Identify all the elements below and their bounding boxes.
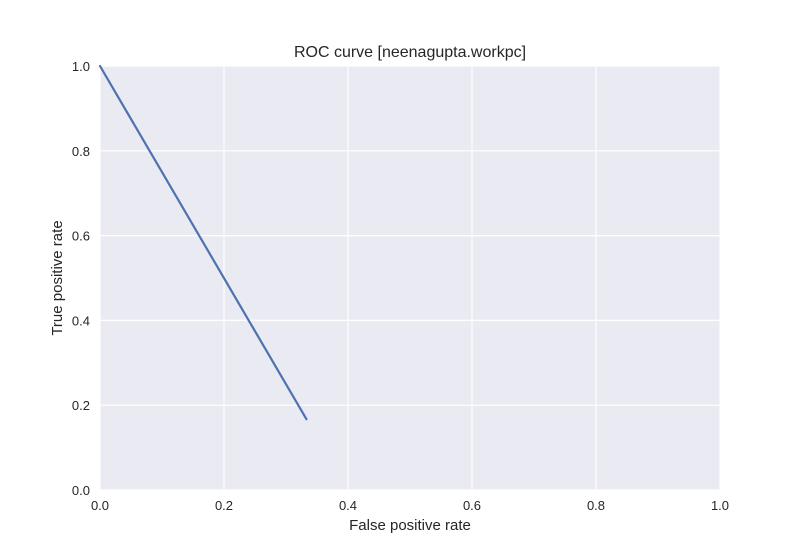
x-tick-label: 0.6 (463, 498, 481, 513)
x-tick-labels: 0.0 0.2 0.4 0.6 0.8 1.0 (91, 498, 729, 513)
roc-curve-line (98, 64, 308, 421)
y-tick-label: 0.0 (72, 483, 90, 498)
y-axis-label: True positive rate (49, 220, 66, 335)
grid-lines (99, 65, 721, 491)
x-tick-label: 1.0 (711, 498, 729, 513)
x-tick-label: 0.8 (587, 498, 605, 513)
y-tick-label: 0.2 (72, 398, 90, 413)
series-group (98, 64, 308, 421)
x-tick-label: 0.2 (215, 498, 233, 513)
y-tick-labels: 0.0 0.2 0.4 0.6 0.8 1.0 (72, 59, 90, 498)
y-tick-label: 0.4 (72, 313, 90, 328)
y-tick-label: 1.0 (72, 59, 90, 74)
x-tick-label: 0.0 (91, 498, 109, 513)
x-axis-label: False positive rate (349, 517, 471, 534)
plot-area (100, 66, 720, 490)
y-tick-label: 0.8 (72, 144, 90, 159)
y-tick-label: 0.6 (72, 229, 90, 244)
chart-title: ROC curve [neenagupta.workpc] (294, 44, 526, 61)
x-tick-label: 0.4 (339, 498, 357, 513)
